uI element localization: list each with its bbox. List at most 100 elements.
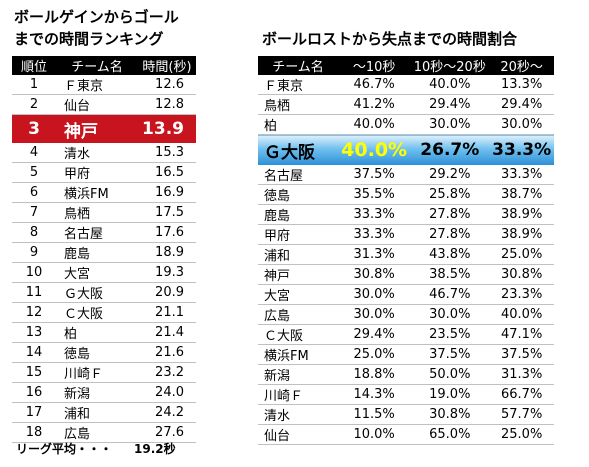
time-cell: 15.3 [138,143,196,163]
table-row: 3 神戸 13.9 [12,114,196,143]
table-header-row: チーム名 ～10秒 10秒～20秒 20秒～ [258,56,554,75]
time-cell: 18.9 [138,242,196,263]
gain-to-goal-ranking-table: 順位 チーム名 時間(秒) 1 Ｆ東京 12.6 2 仙台 12.8 3 神戸 13.9 4 清水 1… [12,56,196,443]
over-20s-cell: 30.0% [489,114,554,135]
team-cell: 大宮 [56,262,138,283]
table-row: 横浜FM 25.0% 37.5% 37.5% [258,344,554,365]
over-20s-cell: 23.3% [489,284,554,305]
team-cell: 鹿島 [258,204,338,225]
team-cell: Ｇ大阪 [258,134,338,165]
league-average-label: リーグ平均・・・ [16,442,113,456]
between-10-20s-cell: 30.0% [410,304,490,325]
team-cell: 鳥栖 [56,202,138,223]
table-row: 1 Ｆ東京 12.6 [12,75,196,95]
time-cell: 23.2 [138,362,196,383]
under-10s-cell: 40.0% [338,134,411,165]
team-cell: 神戸 [258,264,338,285]
team-cell: 浦和 [258,244,338,265]
under-10s-cell: 40.0% [338,114,411,135]
team-cell: Ｆ東京 [258,75,338,95]
under-10s-cell: 14.3% [338,384,411,405]
time-cell: 27.6 [138,422,196,443]
table-row: 新潟 18.8% 50.0% 31.3% [258,364,554,385]
rank-cell: 16 [12,382,56,403]
between-10-20s-cell: 40.0% [410,75,490,95]
time-cell: 21.6 [138,342,196,363]
team-cell: 広島 [258,304,338,325]
header-team: チーム名 [258,56,338,75]
under-10s-cell: 25.0% [338,344,411,365]
table-row: 名古屋 37.5% 29.2% 33.3% [258,165,554,185]
time-cell: 21.4 [138,322,196,343]
table-row: 9 鹿島 18.9 [12,242,196,263]
over-20s-cell: 33.3% [489,165,554,185]
between-10-20s-cell: 23.5% [410,324,490,345]
rank-cell: 17 [12,402,56,423]
over-20s-cell: 29.4% [489,94,554,115]
ranking-rows: 1 Ｆ東京 12.6 2 仙台 12.8 3 神戸 13.9 4 清水 15.3 5 甲府 16.5 6 横浜F… [12,75,196,443]
rank-cell: 4 [12,143,56,163]
header-under-10s: ～10秒 [338,56,411,75]
ratio-rows: Ｆ東京 46.7% 40.0% 13.3% 鳥栖 41.2% 29.4% 29.4% 柏 40.0… [258,75,554,445]
team-cell: 名古屋 [258,165,338,185]
between-10-20s-cell: 25.8% [410,184,490,205]
time-cell: 12.6 [138,75,196,95]
header-time: 時間(秒) [138,56,196,75]
team-cell: 柏 [56,322,138,343]
time-cell: 16.5 [138,162,196,183]
team-cell: 新潟 [258,364,338,385]
table-row: Ｃ大阪 29.4% 23.5% 47.1% [258,324,554,345]
rank-cell: 8 [12,222,56,243]
team-cell: 新潟 [56,382,138,403]
rank-cell: 6 [12,182,56,203]
table-row: 7 鳥栖 17.5 [12,202,196,223]
under-10s-cell: 30.0% [338,304,411,325]
between-10-20s-cell: 37.5% [410,344,490,365]
rank-cell: 10 [12,262,56,283]
table-row: 浦和 31.3% 43.8% 25.0% [258,244,554,265]
table-row: 仙台 10.0% 65.0% 25.0% [258,424,554,445]
team-cell: 鹿島 [56,242,138,263]
under-10s-cell: 29.4% [338,324,411,345]
league-average: リーグ平均・・・ 19.2秒 [16,440,176,457]
team-cell: 仙台 [258,424,338,445]
time-cell: 20.9 [138,282,196,303]
team-cell: 広島 [56,422,138,443]
rank-cell: 2 [12,94,56,115]
table-row: 徳島 35.5% 25.8% 38.7% [258,184,554,205]
team-cell: 川崎Ｆ [56,362,138,383]
table-row: 12 Ｃ大阪 21.1 [12,302,196,323]
table-row: 2 仙台 12.8 [12,94,196,115]
between-10-20s-cell: 29.4% [410,94,490,115]
time-cell: 16.9 [138,182,196,203]
league-average-value: 19.2秒 [134,442,176,456]
over-20s-cell: 38.9% [489,204,554,225]
team-cell: 浦和 [56,402,138,423]
table-row: 10 大宮 19.3 [12,262,196,283]
table-row: Ｇ大阪 40.0% 26.7% 33.3% [258,134,554,165]
time-cell: 24.2 [138,402,196,423]
between-10-20s-cell: 27.8% [410,204,490,225]
team-cell: Ｆ東京 [56,75,138,95]
table-row: 神戸 30.8% 38.5% 30.8% [258,264,554,285]
table-row: Ｆ東京 46.7% 40.0% 13.3% [258,75,554,95]
over-20s-cell: 38.7% [489,184,554,205]
rank-cell: 14 [12,342,56,363]
between-10-20s-cell: 27.8% [410,224,490,245]
under-10s-cell: 35.5% [338,184,411,205]
under-10s-cell: 46.7% [338,75,411,95]
between-10-20s-cell: 30.8% [410,404,490,425]
over-20s-cell: 13.3% [489,75,554,95]
over-20s-cell: 37.5% [489,344,554,365]
team-cell: 清水 [258,404,338,425]
table-row: 16 新潟 24.0 [12,382,196,403]
team-cell: 柏 [258,114,338,135]
table-row: 14 徳島 21.6 [12,342,196,363]
team-cell: Ｃ大阪 [56,302,138,323]
team-cell: 甲府 [258,224,338,245]
team-cell: 仙台 [56,94,138,115]
rank-cell: 12 [12,302,56,323]
between-10-20s-cell: 43.8% [410,244,490,265]
under-10s-cell: 11.5% [338,404,411,425]
table-row: 8 名古屋 17.6 [12,222,196,243]
